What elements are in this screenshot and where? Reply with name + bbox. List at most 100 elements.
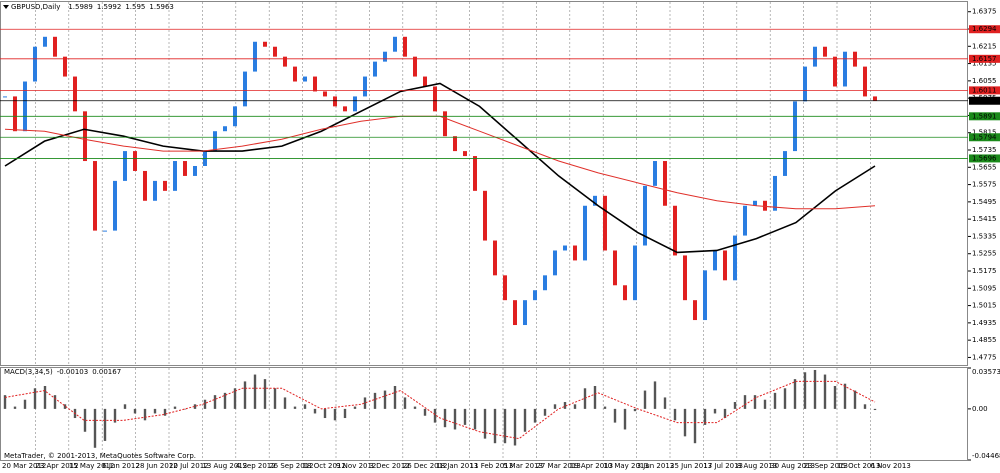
macd-bar	[213, 395, 217, 409]
macd-bar	[13, 406, 17, 409]
macd-bar	[383, 390, 387, 409]
x-tick-label: 25 Jun 2013	[670, 462, 712, 470]
candle	[493, 240, 497, 276]
macd-bar	[803, 372, 807, 409]
candle	[743, 205, 747, 236]
macd-bar	[343, 408, 347, 419]
macd-bar	[53, 395, 57, 409]
y-tick-label: 1.5815	[972, 129, 997, 137]
candle	[693, 300, 697, 321]
macd-bar	[503, 408, 507, 444]
y-tick-label: 1.5015	[972, 302, 997, 310]
macd-bar	[43, 385, 47, 409]
macd-bar	[123, 404, 127, 409]
macd-bar	[153, 408, 157, 414]
macd-bar	[23, 399, 27, 409]
candle	[163, 180, 167, 191]
level-label: 1.6294	[972, 25, 997, 33]
candle	[173, 161, 177, 191]
macd-bar	[533, 408, 537, 423]
x-tick-label: 11 Feb 2013	[470, 462, 514, 470]
macd-panel-frame	[0, 367, 968, 461]
macd-bar	[813, 369, 817, 409]
candle	[433, 86, 437, 112]
macd-bar	[723, 408, 727, 419]
macd-label: MACD(3,34,5)	[4, 368, 53, 376]
macd-bar	[413, 406, 417, 409]
candle	[23, 81, 27, 132]
macd-bar	[283, 397, 287, 409]
macd-bar	[33, 388, 37, 409]
macd-bar	[593, 385, 597, 409]
candle	[503, 275, 507, 301]
y-tick-label: 1.6135	[972, 60, 997, 68]
level-label: 1.5963	[972, 97, 997, 105]
candle	[113, 180, 117, 231]
candle	[223, 126, 227, 132]
x-tick-label: 15 Oct 2013	[837, 462, 880, 470]
x-tick-label: 4 Sep 2012	[236, 462, 276, 470]
candle	[753, 200, 757, 206]
candle	[363, 76, 367, 97]
macd-bar	[363, 397, 367, 409]
macd-bar	[163, 408, 167, 416]
footer: MetaTrader, © 2001-2013, MetaQuotes Soft…	[4, 452, 196, 460]
macd-bar	[353, 406, 357, 409]
y-tick-label: 1.5335	[972, 232, 997, 240]
moving-average	[4, 82, 876, 254]
candle	[413, 56, 417, 77]
macd-bar	[173, 406, 177, 409]
candle	[103, 230, 107, 232]
macd-bar	[553, 404, 557, 409]
y-tick-label: 1.4775	[972, 353, 997, 361]
candle	[563, 245, 567, 251]
y-tick-label: 1.5735	[972, 146, 997, 154]
level-label: 1.5794	[972, 133, 997, 141]
x-tick-label: 6 Nov 2013	[870, 462, 910, 470]
candle	[543, 275, 547, 291]
candle	[673, 205, 677, 256]
macd-bar	[823, 374, 827, 409]
candle	[483, 190, 487, 241]
macd-reading: -0.00103	[57, 368, 88, 376]
candle	[813, 46, 817, 67]
y-tick-label: 1.5415	[972, 215, 997, 223]
candle	[683, 255, 687, 301]
main-panel-frame	[0, 1, 968, 366]
level-label: 1.5891	[972, 112, 997, 120]
level-label: 1.5696	[972, 154, 997, 162]
macd-bar	[753, 395, 757, 409]
level-label-box	[969, 96, 1000, 105]
macd-bar	[623, 408, 627, 430]
x-tick-label: 6 Jun 2012	[102, 462, 140, 470]
candle	[453, 136, 457, 152]
candle	[443, 111, 447, 137]
x-tick-label: 26 Dec 2012	[403, 462, 448, 470]
macd-tick-label: -0.04468	[972, 452, 1000, 460]
x-tick-label: 10 May 2013	[603, 462, 649, 470]
candle	[613, 250, 617, 286]
macd-bar	[203, 399, 207, 409]
macd-bar	[133, 408, 137, 414]
macd-bar	[273, 388, 277, 409]
macd-bar	[3, 395, 7, 409]
level-label-box	[969, 54, 1000, 63]
x-tick-label: 27 Mar 2013	[536, 462, 580, 470]
candle	[343, 106, 347, 112]
candle	[243, 71, 247, 107]
macd-tick-label: 0.03573	[972, 368, 1000, 376]
candle	[383, 51, 387, 62]
symbol-icon	[3, 5, 9, 9]
y-tick-label: 1.6375	[972, 8, 997, 16]
candle	[643, 185, 647, 246]
macd-bar	[473, 408, 477, 430]
macd-bar	[853, 390, 857, 409]
candle	[873, 96, 877, 101]
ohlc-value: 1.5989	[68, 3, 93, 11]
candle	[533, 290, 537, 301]
macd-bar	[833, 385, 837, 409]
macd-bar	[743, 395, 747, 409]
candle	[733, 235, 737, 281]
